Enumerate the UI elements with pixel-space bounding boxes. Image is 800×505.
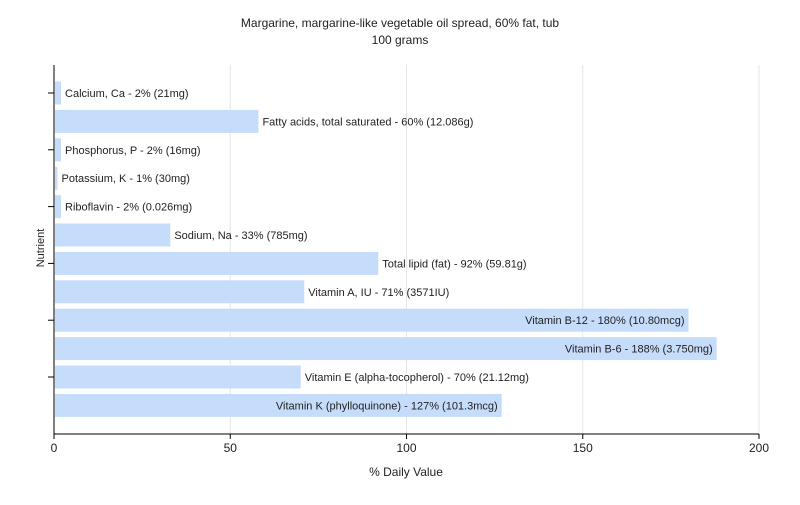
bar-label: Vitamin B-6 - 188% (3.750mg) <box>565 344 713 356</box>
x-tick-label: 50 <box>224 441 238 455</box>
bar-label: Fatty acids, total saturated - 60% (12.0… <box>262 116 473 128</box>
bar <box>55 223 171 247</box>
bar-label: Sodium, Na - 33% (785mg) <box>174 230 307 242</box>
x-tick-label: 200 <box>749 441 769 455</box>
bar <box>55 166 58 190</box>
x-axis-label: % Daily Value <box>369 465 443 479</box>
bar <box>55 251 379 275</box>
bar <box>55 195 62 219</box>
bar <box>55 109 259 133</box>
bar <box>55 365 301 389</box>
bar-label: Vitamin A, IU - 71% (3571IU) <box>308 287 449 299</box>
bar-label: Calcium, Ca - 2% (21mg) <box>65 88 188 100</box>
bar <box>55 393 502 417</box>
bar-label: Phosphorus, P - 2% (16mg) <box>65 145 201 157</box>
chart-title: Margarine, margarine-like vegetable oil … <box>241 16 559 30</box>
bar <box>55 81 62 105</box>
bar-label: Vitamin K (phylloquinone) - 127% (101.3m… <box>276 400 498 412</box>
bar-label: Potassium, K - 1% (30mg) <box>62 173 190 185</box>
x-tick-label: 150 <box>573 441 593 455</box>
x-tick-label: 100 <box>396 441 416 455</box>
y-axis-label: Nutrient <box>35 229 47 268</box>
axes: 0 50 100 150 200 <box>48 65 769 455</box>
bar-label: Vitamin E (alpha-tocopherol) - 70% (21.1… <box>305 372 529 384</box>
bar <box>55 138 62 162</box>
bar <box>55 337 717 361</box>
bar <box>55 280 305 304</box>
chart-subtitle: 100 grams <box>372 33 429 47</box>
bar-label: Total lipid (fat) - 92% (59.81g) <box>382 258 526 270</box>
bar-label: Riboflavin - 2% (0.026mg) <box>65 202 192 214</box>
bar <box>55 308 689 332</box>
x-tick-label: 0 <box>51 441 58 455</box>
bar-series: Calcium, Ca - 2% (21mg) Fatty acids, tota… <box>55 81 717 417</box>
bar-label: Vitamin B-12 - 180% (10.80mcg) <box>525 315 684 327</box>
